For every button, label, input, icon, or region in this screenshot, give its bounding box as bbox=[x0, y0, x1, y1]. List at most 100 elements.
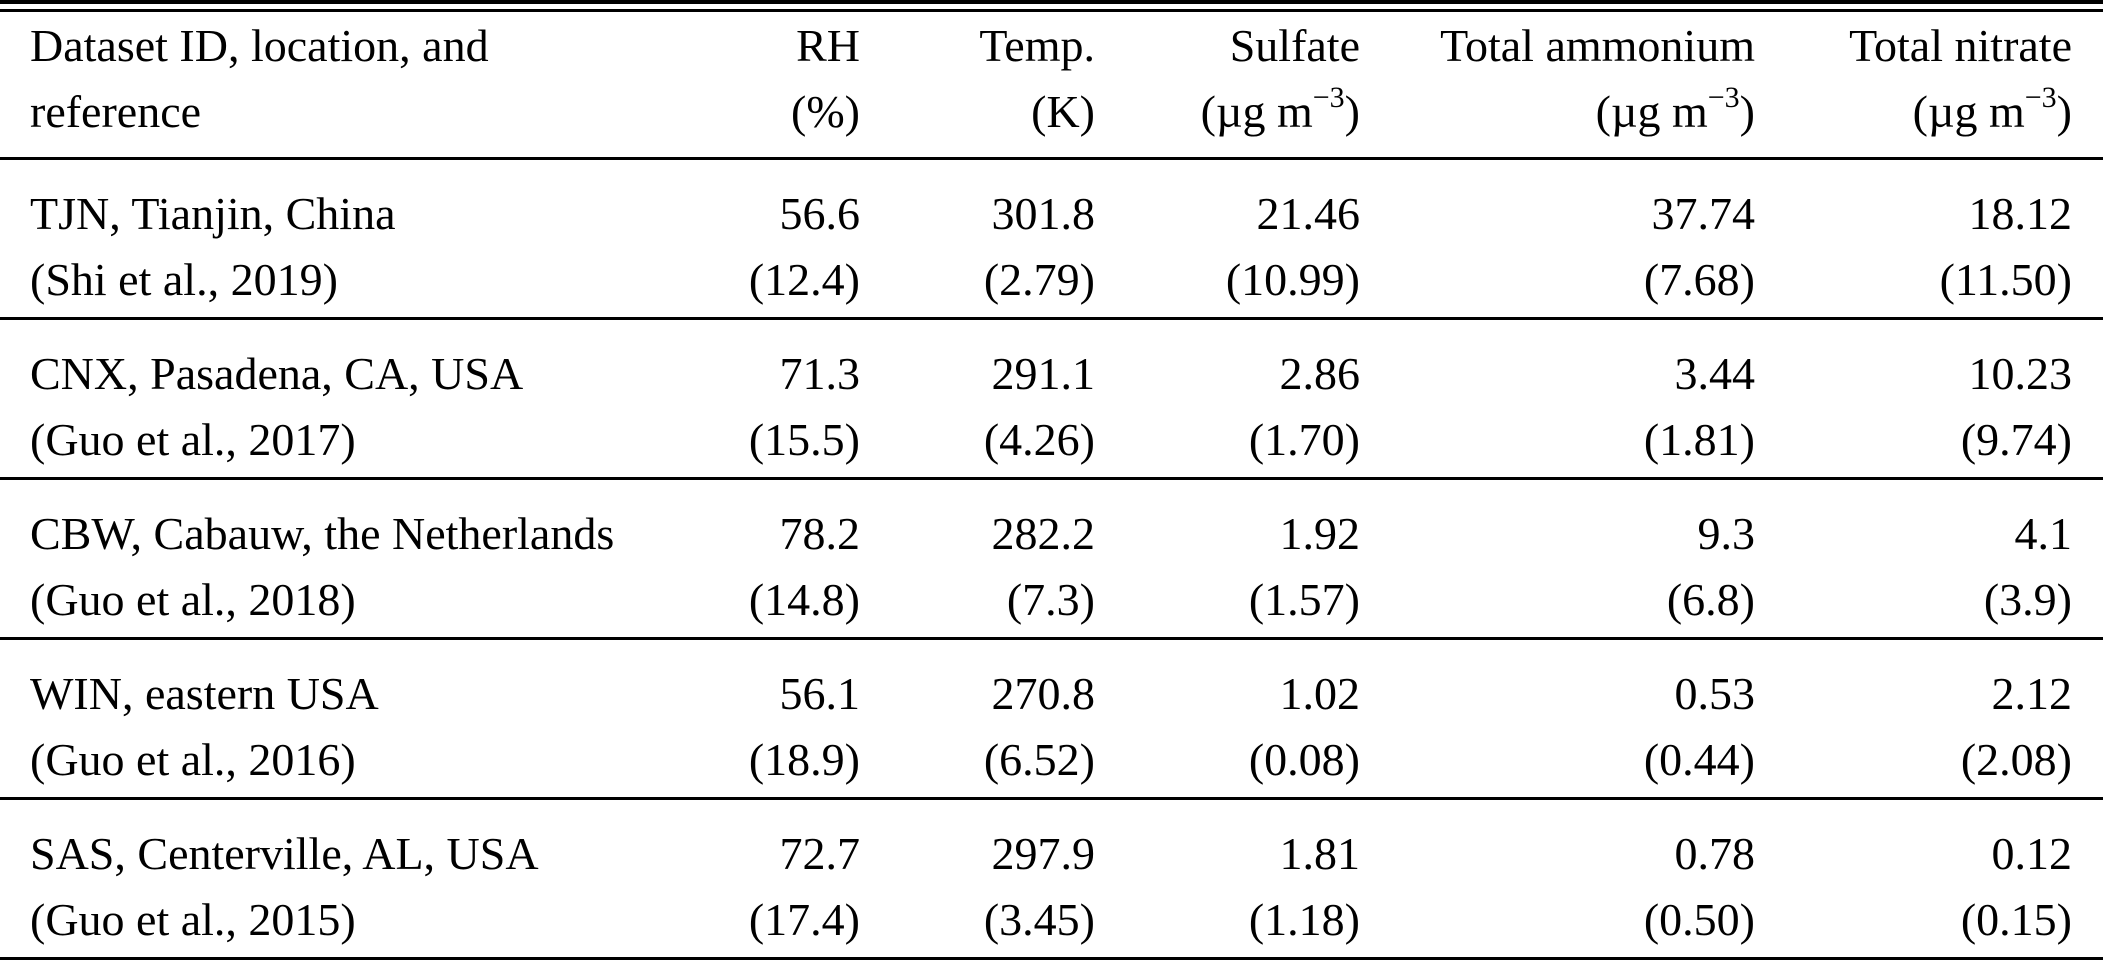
table-top-thick-rule bbox=[0, 0, 2103, 4]
cell-nitrate: 0.12 (0.15) bbox=[1755, 799, 2103, 959]
cell-sd: (10.99) bbox=[1225, 254, 1360, 305]
unit-suffix: ) bbox=[2056, 86, 2072, 137]
dataset-reference: (Guo et al., 2016) bbox=[30, 734, 356, 785]
cell-sulfate: 1.02 (0.08) bbox=[1095, 639, 1360, 799]
cell-sd: (0.44) bbox=[1643, 734, 1755, 785]
cell-value: 71.3 bbox=[779, 348, 861, 399]
unit-superscript: −3 bbox=[2024, 80, 2057, 114]
cell-value: 78.2 bbox=[779, 508, 861, 559]
cell-sd: (1.18) bbox=[1248, 894, 1360, 945]
cell-value: 1.81 bbox=[1279, 828, 1361, 879]
cell-sd: (2.79) bbox=[983, 254, 1095, 305]
unit-superscript: −3 bbox=[1707, 80, 1740, 114]
header-cell-sulfate: Sulfate (µg m−3) bbox=[1095, 11, 1360, 159]
cell-value: 2.12 bbox=[1991, 668, 2073, 719]
cell-ammonium: 37.74 (7.68) bbox=[1360, 159, 1755, 319]
header-label: Sulfate bbox=[1229, 20, 1360, 71]
dataset-id: TJN, Tianjin, China bbox=[30, 188, 396, 239]
cell-sd: (1.57) bbox=[1248, 574, 1360, 625]
cell-sulfate: 2.86 (1.70) bbox=[1095, 319, 1360, 479]
cell-sulfate: 21.46 (10.99) bbox=[1095, 159, 1360, 319]
dataset-id: CNX, Pasadena, CA, USA bbox=[30, 348, 524, 399]
cell-sd: (9.74) bbox=[1960, 414, 2072, 465]
cell-sd: (1.81) bbox=[1643, 414, 1755, 465]
cell-nitrate: 18.12 (11.50) bbox=[1755, 159, 2103, 319]
cell-ammonium: 0.78 (0.50) bbox=[1360, 799, 1755, 959]
header-label: Total nitrate bbox=[1849, 20, 2072, 71]
cell-dataset: TJN, Tianjin, China (Shi et al., 2019) bbox=[0, 159, 680, 319]
cell-value: 2.86 bbox=[1279, 348, 1361, 399]
cell-sd: (2.08) bbox=[1960, 734, 2072, 785]
cell-value: 0.53 bbox=[1674, 668, 1756, 719]
header-cell-dataset: Dataset ID, location, and reference bbox=[0, 11, 680, 159]
header-cell-temp: Temp. (K) bbox=[860, 11, 1095, 159]
cell-value: 0.78 bbox=[1674, 828, 1756, 879]
unit-prefix: (µg m bbox=[1912, 86, 2025, 137]
cell-value: 4.1 bbox=[2014, 508, 2073, 559]
cell-sd: (15.5) bbox=[748, 414, 860, 465]
table-row: TJN, Tianjin, China (Shi et al., 2019) 5… bbox=[0, 159, 2103, 319]
cell-dataset: CNX, Pasadena, CA, USA (Guo et al., 2017… bbox=[0, 319, 680, 479]
cell-value: 1.92 bbox=[1279, 508, 1361, 559]
header-cell-rh: RH (%) bbox=[680, 11, 860, 159]
header-unit: (K) bbox=[1031, 86, 1095, 137]
cell-ammonium: 3.44 (1.81) bbox=[1360, 319, 1755, 479]
cell-sd: (17.4) bbox=[748, 894, 860, 945]
cell-value: 301.8 bbox=[991, 188, 1096, 239]
cell-sulfate: 1.81 (1.18) bbox=[1095, 799, 1360, 959]
cell-value: 291.1 bbox=[991, 348, 1096, 399]
cell-value: 21.46 bbox=[1256, 188, 1361, 239]
header-unit: (µg m−3) bbox=[1755, 79, 2072, 145]
cell-temp: 297.9 (3.45) bbox=[860, 799, 1095, 959]
cell-sd: (1.70) bbox=[1248, 414, 1360, 465]
header-cell-nitrate: Total nitrate (µg m−3) bbox=[1755, 11, 2103, 159]
dataset-id: SAS, Centerville, AL, USA bbox=[30, 828, 539, 879]
cell-sd: (12.4) bbox=[748, 254, 860, 305]
cell-value: 72.7 bbox=[779, 828, 861, 879]
cell-value: 10.23 bbox=[1968, 348, 2073, 399]
unit-prefix: (µg m bbox=[1200, 86, 1313, 137]
cell-rh: 56.6 (12.4) bbox=[680, 159, 860, 319]
dataset-reference: (Guo et al., 2017) bbox=[30, 414, 356, 465]
cell-rh: 72.7 (17.4) bbox=[680, 799, 860, 959]
table-row: SAS, Centerville, AL, USA (Guo et al., 2… bbox=[0, 799, 2103, 959]
cell-value: 37.74 bbox=[1651, 188, 1756, 239]
cell-temp: 282.2 (7.3) bbox=[860, 479, 1096, 639]
table-top-rule-gap bbox=[0, 4, 2103, 9]
cell-sd: (3.45) bbox=[983, 894, 1095, 945]
table-row: CBW, Cabauw, the Netherlands (Guo et al.… bbox=[0, 479, 2103, 639]
cell-nitrate: 10.23 (9.74) bbox=[1755, 319, 2103, 479]
cell-sd: (6.52) bbox=[983, 734, 1095, 785]
header-unit: (%) bbox=[791, 86, 860, 137]
header-label: RH bbox=[796, 20, 860, 71]
header-row: Dataset ID, location, and reference RH (… bbox=[0, 11, 2103, 159]
cell-value: 56.6 bbox=[779, 188, 861, 239]
header-label: Total ammonium bbox=[1440, 20, 1755, 71]
header-unit: (µg m−3) bbox=[1095, 79, 1360, 145]
cell-sd: (0.50) bbox=[1643, 894, 1755, 945]
cell-dataset: WIN, eastern USA (Guo et al., 2016) bbox=[0, 639, 680, 799]
cell-value: 297.9 bbox=[991, 828, 1096, 879]
header-label: Dataset ID, location, and bbox=[30, 20, 489, 71]
dataset-id: CBW, Cabauw, the Netherlands bbox=[30, 508, 615, 559]
cell-ammonium: 9.3 (6.8) bbox=[1360, 479, 1755, 639]
header-sublabel: reference bbox=[30, 86, 202, 137]
header-label: Temp. bbox=[979, 20, 1095, 71]
cell-value: 0.12 bbox=[1991, 828, 2073, 879]
cell-sd: (11.50) bbox=[1939, 254, 2072, 305]
cell-rh: 56.1 (18.9) bbox=[680, 639, 860, 799]
dataset-reference: (Guo et al., 2018) bbox=[30, 574, 356, 625]
unit-suffix: ) bbox=[1344, 86, 1360, 137]
unit-suffix: ) bbox=[1739, 86, 1755, 137]
cell-temp: 291.1 (4.26) bbox=[860, 319, 1095, 479]
cell-temp: 270.8 (6.52) bbox=[860, 639, 1095, 799]
cell-value: 270.8 bbox=[991, 668, 1096, 719]
cell-value: 1.02 bbox=[1279, 668, 1361, 719]
cell-nitrate: 4.1 (3.9) bbox=[1755, 479, 2103, 639]
cell-sulfate: 1.92 (1.57) bbox=[1095, 479, 1360, 639]
dataset-reference: (Shi et al., 2019) bbox=[30, 254, 338, 305]
dataset-statistics-table: Dataset ID, location, and reference RH (… bbox=[0, 9, 2103, 960]
cell-sd: (14.8) bbox=[748, 574, 860, 625]
cell-nitrate: 2.12 (2.08) bbox=[1755, 639, 2103, 799]
